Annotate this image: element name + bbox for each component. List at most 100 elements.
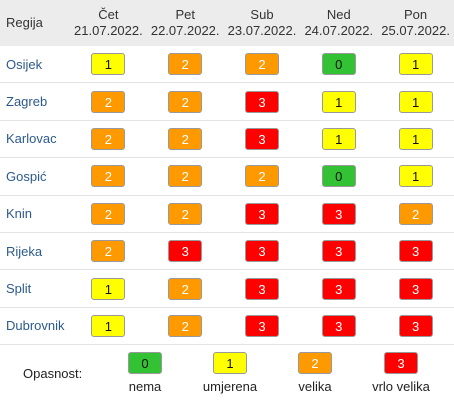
level-cell: 1 xyxy=(300,120,378,159)
day-date: 23.07.2022. xyxy=(227,23,297,38)
level-cell: 3 xyxy=(300,269,378,308)
danger-level-badge: 2 xyxy=(168,53,203,76)
legend-item-very-high: 3 vrlo velika xyxy=(361,352,441,396)
level-cell: 3 xyxy=(223,269,301,308)
level-cell: 2 xyxy=(146,157,224,196)
day-name: Ned xyxy=(326,7,351,22)
danger-level-badge: 1 xyxy=(398,53,433,76)
region-name: Osijek xyxy=(0,46,70,84)
danger-level-badge: 3 xyxy=(244,202,279,225)
danger-level-badge: 3 xyxy=(244,277,279,300)
table-row: Gospić 2 2 2 0 1 xyxy=(0,157,454,196)
table-row: Split 1 2 3 3 3 xyxy=(0,269,454,308)
legend-item-none: 0 nema xyxy=(105,352,185,396)
level-cell: 2 xyxy=(223,46,301,84)
level-cell: 2 xyxy=(146,195,224,233)
legend-desc: velika xyxy=(298,379,332,394)
level-cell: 3 xyxy=(300,307,378,346)
legend-label: Opasnost: xyxy=(23,366,83,381)
level-cell: 1 xyxy=(377,120,454,159)
day-date: 21.07.2022. xyxy=(74,23,143,38)
danger-level-badge: 1 xyxy=(91,314,126,337)
day-date: 22.07.2022. xyxy=(150,23,220,38)
level-cell: 1 xyxy=(70,269,147,308)
danger-level-badge: 3 xyxy=(244,90,279,113)
table-body: Osijek 1 2 2 0 1 Zagreb 2 2 3 1 1 Karlovac 2 2 3 1 1 Gospi… xyxy=(0,46,454,346)
level-cell: 3 xyxy=(300,195,378,233)
level-cell: 0 xyxy=(300,46,378,84)
table-row: Osijek 1 2 2 0 1 xyxy=(0,46,454,84)
legend-badge: 0 xyxy=(128,352,162,374)
day-column-header: Ned 24.07.2022. xyxy=(300,0,378,46)
danger-level-badge: 1 xyxy=(398,90,433,113)
danger-level-badge: 2 xyxy=(91,90,126,113)
level-cell: 2 xyxy=(70,82,147,121)
danger-level-badge: 3 xyxy=(398,240,433,263)
day-column-header: Sub 23.07.2022. xyxy=(223,0,301,46)
level-cell: 1 xyxy=(70,46,147,84)
danger-level-badge: 2 xyxy=(168,277,203,300)
danger-level-badge: 3 xyxy=(244,127,279,150)
level-cell: 3 xyxy=(377,269,454,308)
day-name: Pet xyxy=(175,7,195,22)
level-cell: 3 xyxy=(223,195,301,233)
level-cell: 2 xyxy=(146,82,224,121)
level-cell: 2 xyxy=(146,120,224,159)
danger-level-badge: 2 xyxy=(168,165,203,188)
region-name: Rijeka xyxy=(0,232,70,271)
danger-level-badge: 2 xyxy=(398,202,433,225)
warning-table: Regija Čet 21.07.2022. Pet 22.07.2022. Sub… xyxy=(0,0,454,346)
region-name: Karlovac xyxy=(0,120,70,159)
level-cell: 2 xyxy=(377,195,454,233)
level-cell: 0 xyxy=(300,157,378,196)
table-row: Dubrovnik 1 2 3 3 3 xyxy=(0,307,454,346)
day-date: 24.07.2022. xyxy=(304,23,374,38)
danger-level-badge: 1 xyxy=(398,165,433,188)
danger-level-badge: 3 xyxy=(321,202,356,225)
danger-level-badge: 1 xyxy=(91,277,126,300)
danger-level-badge: 0 xyxy=(321,53,356,76)
danger-level-badge: 3 xyxy=(398,277,433,300)
danger-level-badge: 2 xyxy=(168,202,203,225)
level-cell: 2 xyxy=(70,195,147,233)
danger-level-badge: 2 xyxy=(168,314,203,337)
level-cell: 3 xyxy=(223,120,301,159)
level-cell: 2 xyxy=(70,157,147,196)
table-row: Knin 2 2 3 3 2 xyxy=(0,195,454,233)
danger-level-badge: 3 xyxy=(244,314,279,337)
level-cell: 1 xyxy=(70,307,147,346)
day-column-header: Pet 22.07.2022. xyxy=(146,0,224,46)
day-name: Čet xyxy=(98,7,119,22)
danger-level-badge: 3 xyxy=(321,277,356,300)
level-cell: 3 xyxy=(146,232,224,271)
region-name: Zagreb xyxy=(0,82,70,121)
danger-level-badge: 2 xyxy=(91,240,126,263)
danger-level-badge: 3 xyxy=(244,240,279,263)
danger-level-badge: 2 xyxy=(91,165,126,188)
day-date: 25.07.2022. xyxy=(381,23,450,38)
table-header: Regija Čet 21.07.2022. Pet 22.07.2022. Sub… xyxy=(0,0,454,46)
legend-badge: 1 xyxy=(213,352,247,374)
danger-level-badge: 3 xyxy=(398,314,433,337)
level-cell: 2 xyxy=(70,120,147,159)
danger-level-badge: 0 xyxy=(321,165,356,188)
level-cell: 3 xyxy=(377,307,454,346)
header-row: Regija Čet 21.07.2022. Pet 22.07.2022. Sub… xyxy=(0,0,454,46)
day-name: Sub xyxy=(250,7,274,22)
legend-desc: umjerena xyxy=(202,379,258,394)
day-column-header: Pon 25.07.2022. xyxy=(377,0,454,46)
legend-item-high: 2 velika xyxy=(275,352,355,396)
danger-level-badge: 1 xyxy=(91,53,126,76)
danger-level-badge: 2 xyxy=(244,53,279,76)
danger-legend: Opasnost: 0 nema 1 umjerena 2 velika 3 v… xyxy=(0,342,454,401)
level-cell: 1 xyxy=(377,157,454,196)
danger-level-badge: 2 xyxy=(91,202,126,225)
legend-badge: 2 xyxy=(298,352,332,374)
danger-level-badge: 1 xyxy=(321,127,356,150)
level-cell: 3 xyxy=(223,232,301,271)
legend-badge: 3 xyxy=(384,352,418,374)
region-name: Gospić xyxy=(0,157,70,196)
table-row: Rijeka 2 3 3 3 3 xyxy=(0,232,454,271)
level-cell: 3 xyxy=(377,232,454,271)
day-name: Pon xyxy=(404,7,428,22)
